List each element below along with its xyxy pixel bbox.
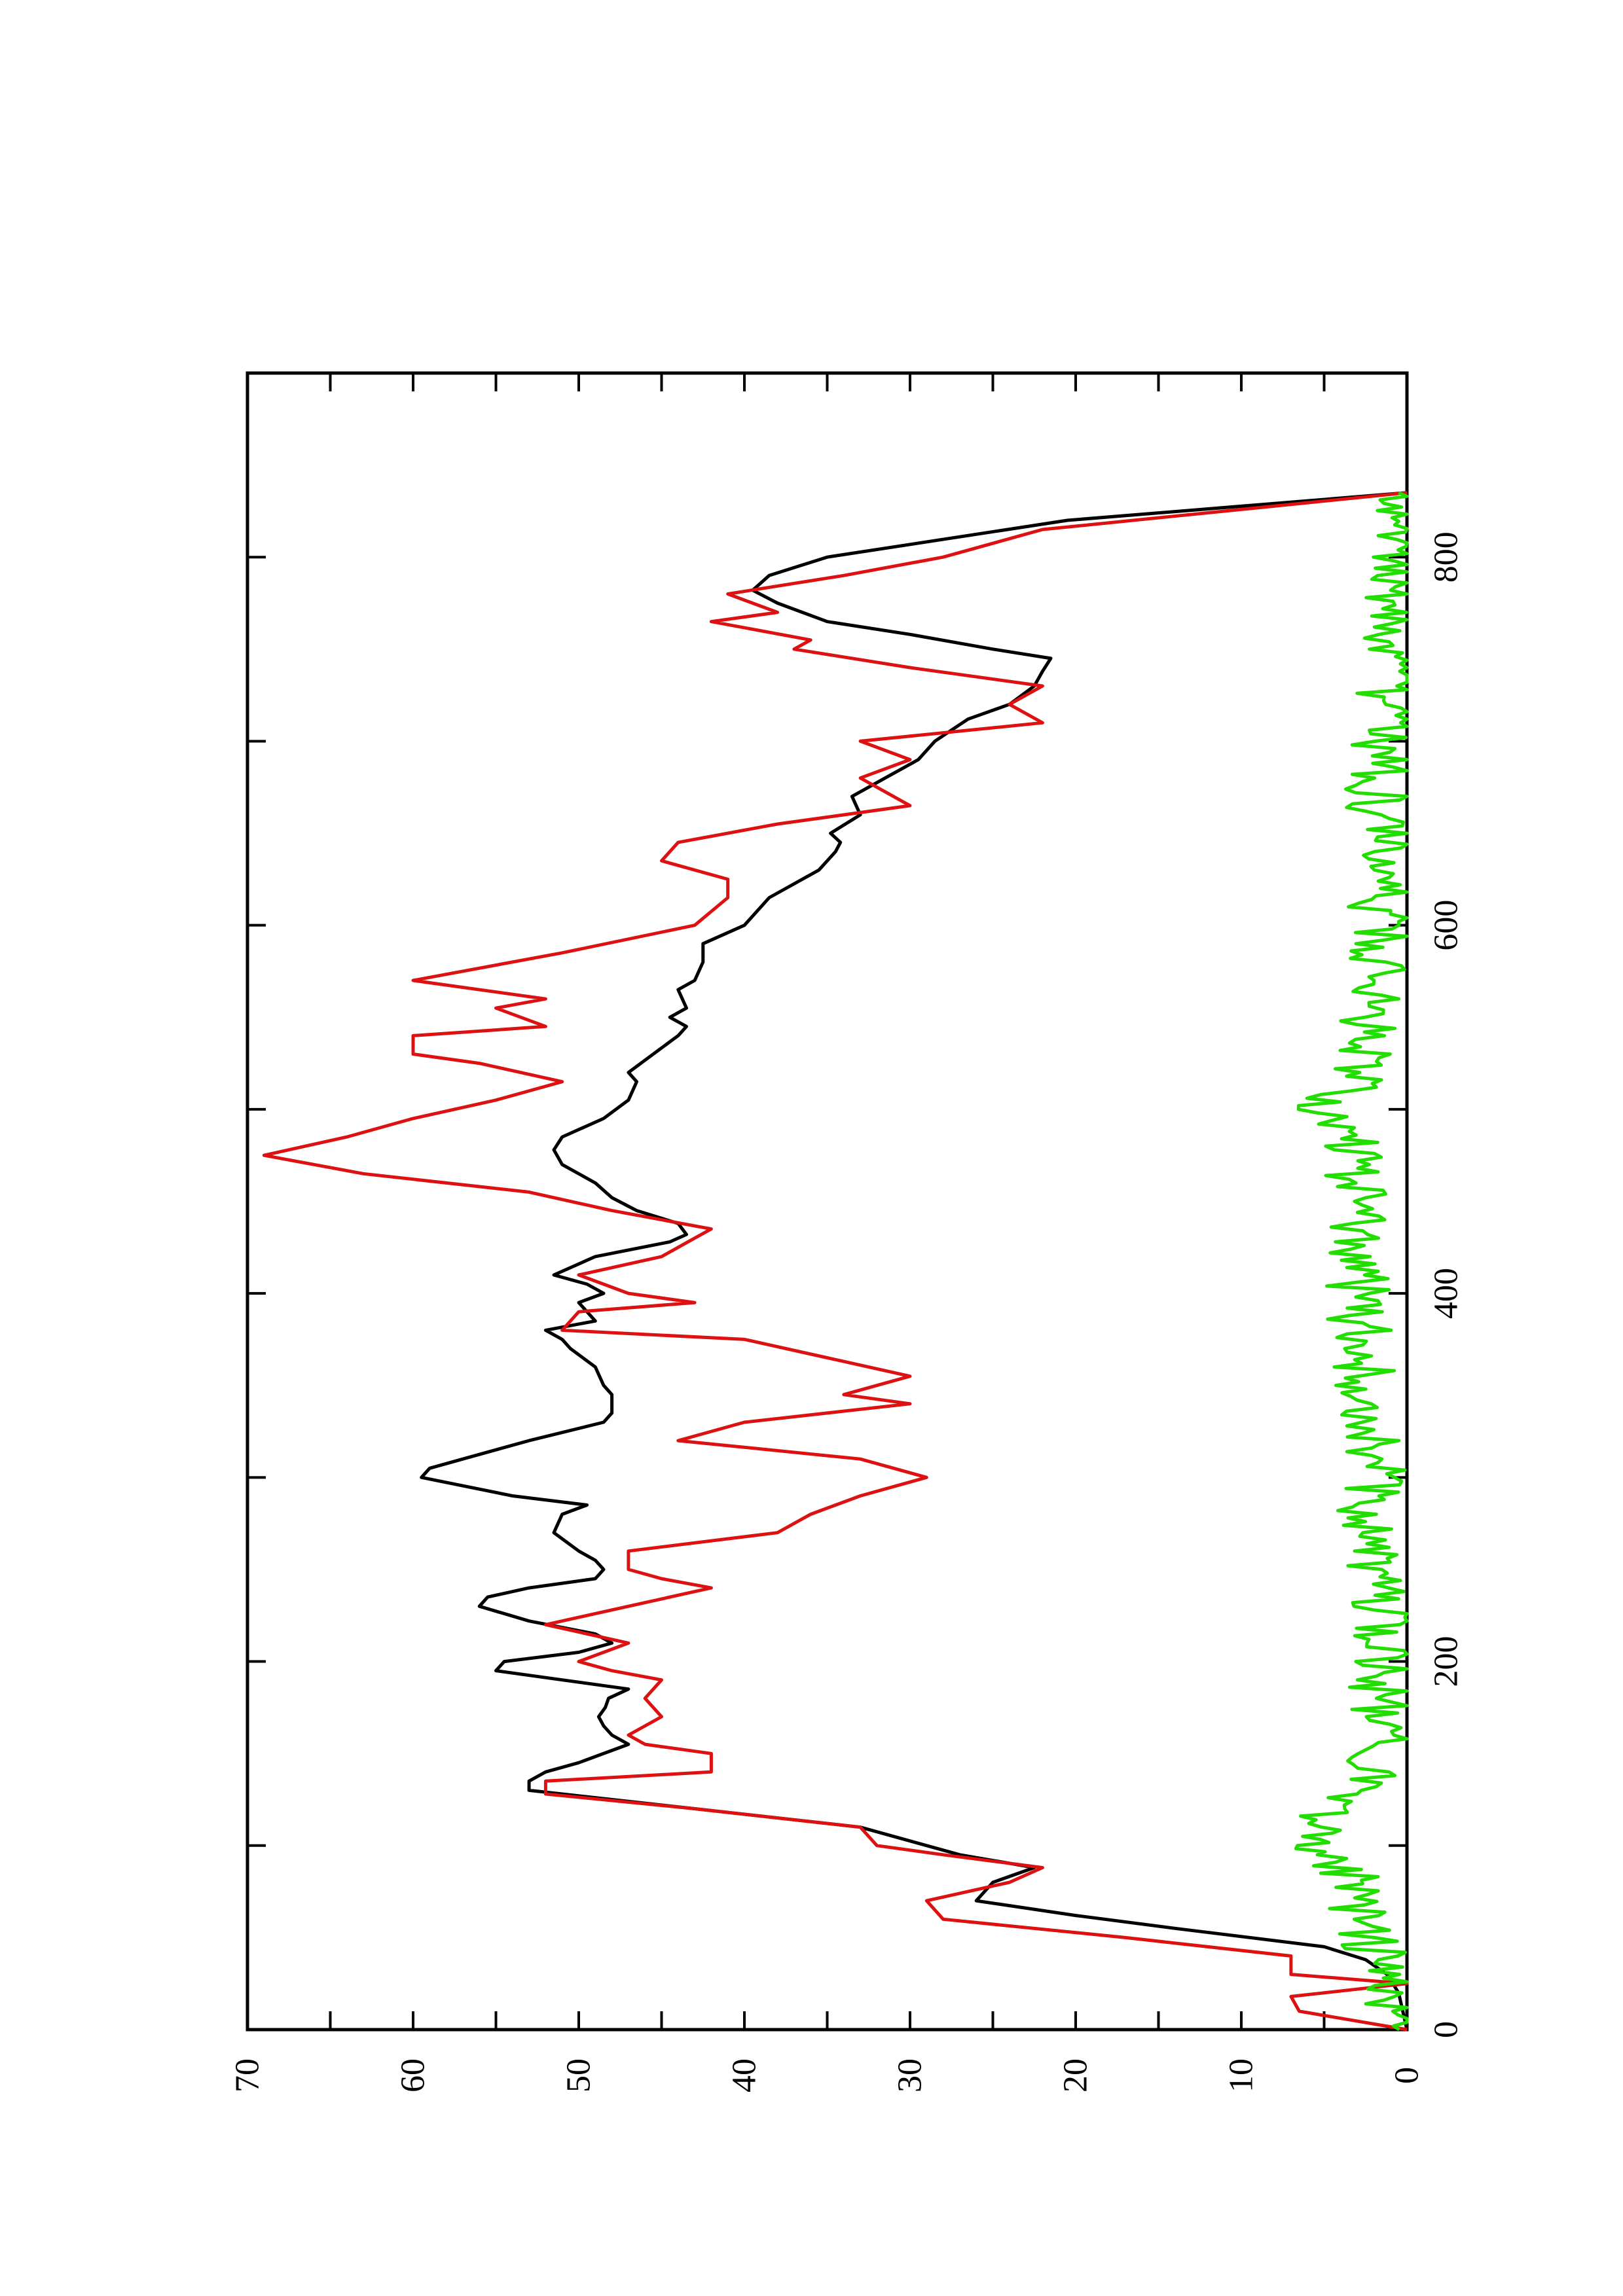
x-tick-label: 0 — [1428, 2021, 1465, 2038]
x-tick-label: 600 — [1428, 900, 1465, 951]
y-tick-label: 70 — [229, 2058, 266, 2092]
axis-tick-labels: 0 200 400 600 800 0 10 20 30 40 50 60 70 — [229, 531, 1465, 2092]
y-tick-label: 30 — [892, 2058, 929, 2092]
y-tick-label: 0 — [1389, 2067, 1426, 2084]
y-tick-label: 60 — [395, 2058, 432, 2092]
x-tick-label: 800 — [1428, 531, 1465, 583]
x-tick-label: 200 — [1428, 1636, 1465, 1687]
series-line-1 — [420, 491, 1409, 2030]
series-line-3 — [1294, 491, 1409, 2032]
y-tick-label: 50 — [560, 2058, 598, 2092]
y-tick-label: 10 — [1223, 2058, 1260, 2092]
series-lines — [262, 491, 1409, 2032]
series-line-2 — [262, 491, 1409, 2032]
x-tick-label: 400 — [1428, 1268, 1465, 1319]
y-tick-label: 40 — [726, 2058, 763, 2092]
y-tick-label: 20 — [1057, 2058, 1095, 2092]
